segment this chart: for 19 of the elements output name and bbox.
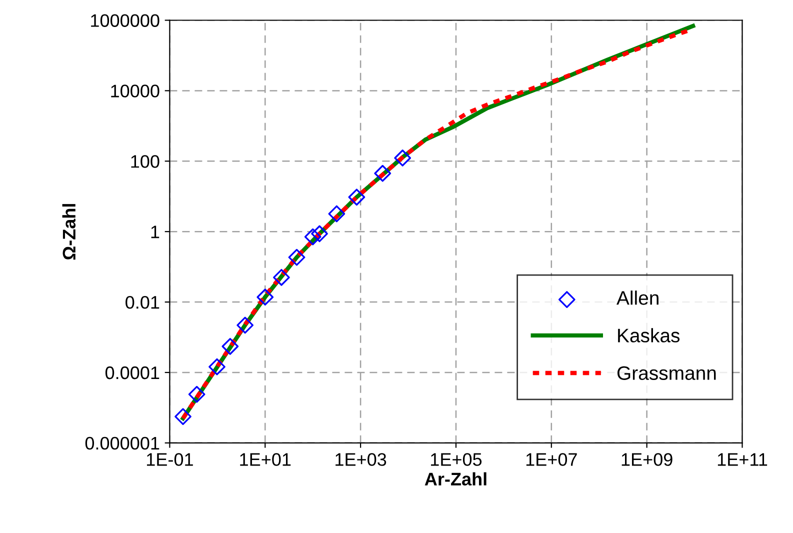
legend-label: Kaskas bbox=[618, 328, 680, 342]
y-tick-label: 10000 bbox=[111, 84, 160, 98]
x-tick-label: 1E+09 bbox=[622, 453, 672, 466]
y-tick-label: 0.000001 bbox=[85, 436, 160, 450]
x-tick-label: 1E+03 bbox=[336, 453, 386, 466]
x-tick-label: 1E+01 bbox=[240, 453, 291, 466]
x-axis-title: Ar-Zahl bbox=[424, 472, 486, 486]
x-tick-label: 1E+05 bbox=[430, 453, 482, 466]
y-axis-title: Ω-Zahl bbox=[62, 204, 76, 260]
legend-label: Grassmann bbox=[617, 366, 716, 380]
y-tick-label: 0.0001 bbox=[105, 366, 160, 380]
x-tick-label: 1E+07 bbox=[526, 453, 577, 466]
y-tick-label: 100 bbox=[131, 155, 160, 168]
y-tick-label: 1000000 bbox=[91, 14, 160, 27]
legend-label: Allen bbox=[616, 290, 658, 305]
y-tick-label: 1 bbox=[151, 226, 160, 238]
x-tick-label: 1E-01 bbox=[146, 453, 193, 466]
x-tick-label: 1E+11 bbox=[718, 453, 768, 466]
y-tick-label: 0.01 bbox=[126, 296, 160, 309]
